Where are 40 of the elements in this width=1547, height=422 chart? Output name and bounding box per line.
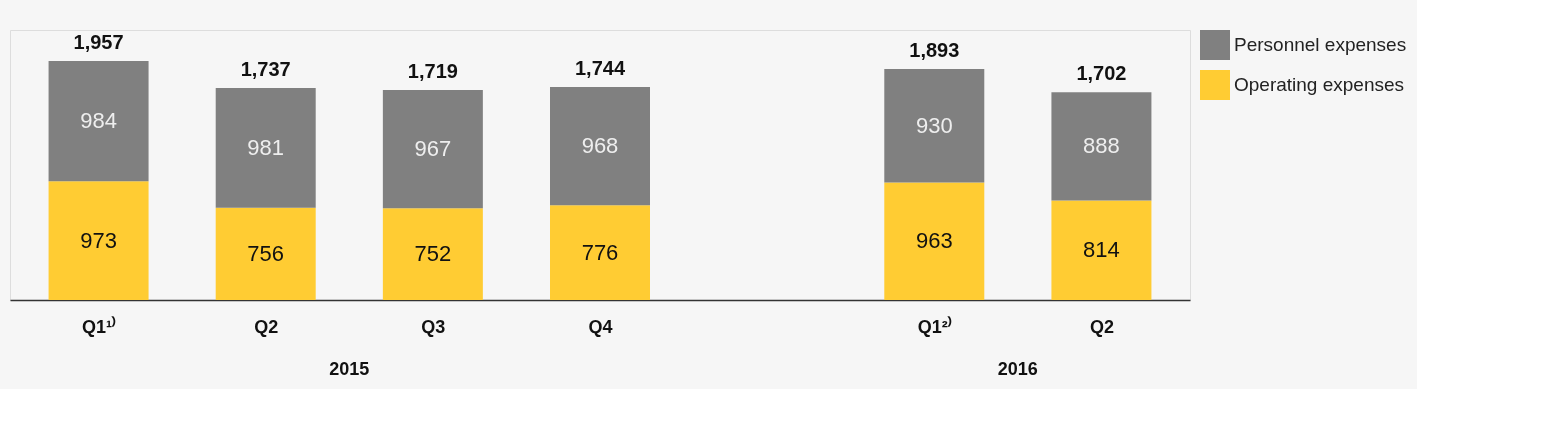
bar [550,87,650,206]
total-label: 1,719 [407,60,458,83]
bar [48,181,149,300]
data-label: 930 [915,112,953,138]
bar [382,208,483,300]
data-label: 981 [247,134,285,160]
x-tick-label: Q3 [421,316,446,337]
data-label: 814 [1083,237,1120,263]
data-label: 973 [80,227,117,253]
total-label: 1,893 [909,38,960,61]
bar [382,90,483,209]
bar [1051,92,1152,201]
x-tick-label: Q1¹⁾ [82,315,117,337]
x-tick-label: Q2 [254,316,279,337]
data-label: 967 [414,136,452,162]
data-label: 756 [247,240,285,266]
total-label: 1,744 [574,57,626,80]
data-label: 984 [80,108,117,134]
data-label: 968 [581,133,619,159]
bar [48,61,149,182]
bar [1051,200,1152,300]
legend-label: Operating expenses [1234,74,1405,95]
legend-label: Personnel expenses [1234,34,1407,55]
text: 2016 [997,359,1038,379]
data-label: 888 [1083,133,1120,159]
x-tick-label: Q2 [1089,316,1114,337]
text: 2015 [329,359,370,379]
x-tick-label: Q1²⁾ [917,315,952,337]
bar [215,87,316,208]
total-label: 1,737 [240,57,291,80]
data-label: 776 [581,239,619,265]
total-label: 1,702 [1076,62,1127,85]
data-label: 752 [414,241,452,267]
bar [884,182,985,300]
data-label: 963 [915,228,953,254]
x-tick-label: Q4 [588,316,613,337]
bar [884,68,985,183]
total-label: 1,957 [73,31,124,54]
bar [550,205,650,300]
bar [215,207,316,300]
